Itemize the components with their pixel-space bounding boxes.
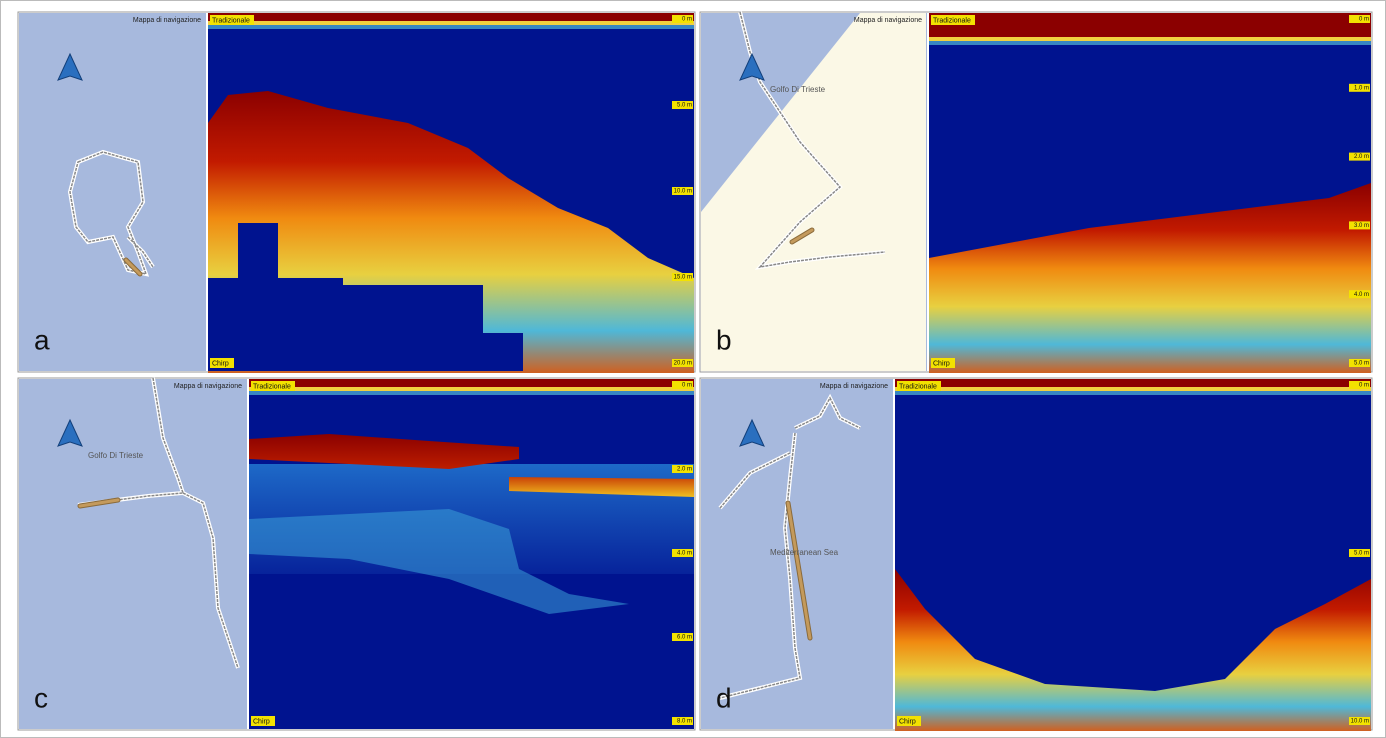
depth-label: 5.0 m (1354, 361, 1369, 367)
panel-letter: a (34, 324, 50, 355)
depth-label: 2.0 m (1354, 154, 1369, 160)
chirp-tag: Chirp (253, 718, 270, 725)
sonar: Tradizionale Chirp 0 m 5.0 m 10.0 m 15.0 m 20.… (208, 13, 694, 373)
depth-label: 6.0 m (677, 635, 692, 641)
figure: Mappa di navigazione a Tradizionale Chirp 0 … (0, 0, 1386, 738)
depth-label: 0 m (682, 17, 692, 23)
mode-tag: Tradizionale (899, 383, 937, 390)
panel: Mappa di navigazione Golfo Di Trieste c Tra… (18, 378, 695, 730)
panel-letter: b (716, 324, 732, 355)
depth-label: 1.0 m (1354, 85, 1369, 91)
depth-label: 2.0 m (677, 467, 692, 473)
surface-noise (208, 25, 694, 29)
depth-label: 15.0 m (674, 275, 692, 281)
chirp-tag: Chirp (899, 718, 916, 725)
sonar: Tradizionale Chirp 0 m 2.0 m 4.0 m 6.0 m 8.0 m (249, 379, 694, 729)
place-name: Golfo Di Trieste (770, 85, 826, 94)
map-water (19, 13, 206, 371)
panel-letter: d (716, 682, 732, 713)
surface-noise (895, 391, 1371, 395)
chirp-tag: Chirp (212, 360, 229, 367)
depth-label: 4.0 m (677, 551, 692, 557)
nav-map: Mappa di navigazione Golfo Di Trieste c (19, 378, 247, 729)
map-title: Mappa di navigazione (854, 17, 922, 24)
panel-letter: c (34, 682, 48, 713)
depth-label: 4.0 m (1354, 292, 1369, 298)
place-name: Mediterranean Sea (770, 548, 839, 557)
depth-label: 0 m (1359, 17, 1369, 23)
depth-label: 0 m (682, 383, 692, 389)
sonar: Tradizionale Chirp 0 m 5.0 m 10.0 m (895, 379, 1371, 731)
surface-band (895, 379, 1371, 387)
depth-label: 5.0 m (677, 103, 692, 109)
surface-band (249, 379, 694, 387)
depth-label: 10.0 m (1351, 719, 1369, 725)
depth-label: 3.0 m (1354, 223, 1369, 229)
nav-map: Mappa di navigazione Mediterranean Sea d (701, 379, 893, 729)
surface-fringe (208, 21, 694, 25)
sonar: Tradizionale Chirp 0 m 1.0 m 2.0 m 3.0 m 4.0 m… (929, 13, 1371, 373)
depth-label: 0 m (1359, 383, 1369, 389)
map-title: Mappa di navigazione (174, 383, 242, 390)
depth-label: 20.0 m (674, 361, 692, 367)
chirp-tag: Chirp (933, 360, 950, 367)
panel: Mappa di navigazione a Tradizionale Chirp 0 … (18, 12, 695, 373)
surface-noise (929, 41, 1371, 45)
depth-label: 8.0 m (677, 719, 692, 725)
depth-label: 5.0 m (1354, 551, 1369, 557)
surface-fringe (249, 387, 694, 391)
place-name: Golfo Di Trieste (88, 451, 144, 460)
panel: Mappa di navigazione Golfo Di Trieste b Tra… (700, 12, 1372, 373)
surface-fringe (929, 37, 1371, 41)
mode-tag: Tradizionale (933, 17, 971, 24)
nav-map: Mappa di navigazione a (19, 13, 206, 371)
surface-noise (249, 391, 694, 395)
map-title: Mappa di navigazione (133, 17, 201, 24)
mode-tag: Tradizionale (253, 383, 291, 390)
mode-tag: Tradizionale (212, 17, 250, 24)
depth-label: 10.0 m (674, 189, 692, 195)
panel: Mappa di navigazione Mediterranean Sea d Tr… (700, 378, 1372, 731)
surface-band (929, 13, 1371, 37)
surface-band (208, 13, 694, 21)
surface-fringe (895, 387, 1371, 391)
map-title: Mappa di navigazione (820, 383, 888, 390)
nav-map: Mappa di navigazione Golfo Di Trieste b (701, 12, 927, 371)
